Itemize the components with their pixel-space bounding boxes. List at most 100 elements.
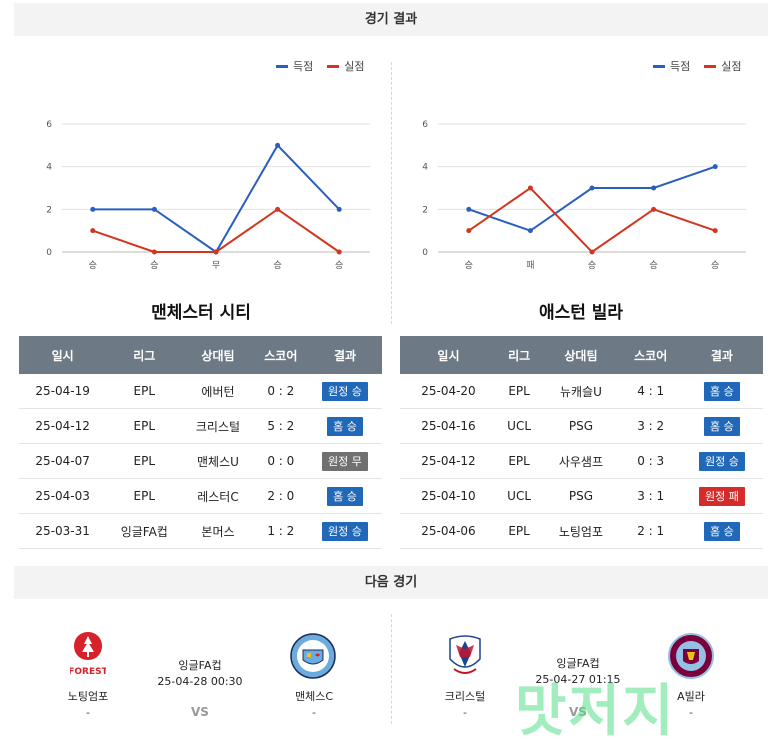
column-header: 결과: [307, 336, 382, 374]
data-point: [213, 249, 219, 255]
next-header-label: 다음 경기: [364, 575, 418, 590]
opponent-cell: 에버턴: [182, 374, 254, 409]
result-badge: 홈 승: [704, 416, 740, 436]
data-point: [466, 228, 472, 234]
next-match-2-info: 잉글FA컵 25-04-27 01:15: [518, 656, 638, 688]
score-cell: 0 : 0: [253, 443, 308, 479]
opponent-cell: 레스터C: [182, 478, 254, 514]
legend-item-score: 득점: [653, 58, 690, 74]
data-point: [589, 185, 595, 191]
league-cell: UCL: [496, 408, 542, 444]
opponent-cell: 크리스털: [182, 408, 254, 444]
next-match-2-vs: VS: [569, 705, 587, 719]
x-tick-label: 패: [526, 260, 534, 271]
opponent-cell: 본머스: [182, 513, 254, 549]
x-tick-label: 무: [212, 260, 220, 271]
data-point: [466, 206, 472, 212]
opponent-cell: PSG: [541, 408, 621, 444]
legend-item-conceded: 실점: [327, 58, 365, 74]
y-tick-label: 0: [422, 248, 428, 258]
league-cell: EPL: [106, 443, 183, 479]
score-cell: 3 : 1: [620, 478, 681, 514]
y-tick-label: 6: [422, 120, 428, 130]
league-cell: UCL: [496, 478, 542, 514]
next-match-2-away[interactable]: A빌라: [677, 690, 705, 703]
opponent-cell: 노팅엄포: [541, 513, 621, 549]
next-match-2-datetime: 25-04-27 01:15: [535, 673, 621, 686]
result-cell: 원정 승: [307, 513, 382, 549]
x-tick-label: 승: [150, 260, 158, 271]
result-badge: 홈 승: [327, 416, 363, 436]
x-tick-label: 승: [649, 260, 657, 271]
table-row: 25-04-16 UCL PSG 3 : 2 홈 승: [400, 408, 763, 444]
table-row: 25-04-20 EPL 뉴캐슬U 4 : 1 홈 승: [400, 374, 763, 409]
result-cell: 원정 무: [307, 443, 382, 479]
data-point: [651, 185, 657, 191]
y-tick-label: 4: [422, 163, 428, 173]
date-cell: 25-04-10: [400, 478, 497, 514]
results-section-header: 경기 결과: [14, 3, 768, 36]
next-match-1-away[interactable]: 맨체스C: [294, 690, 334, 703]
opponent-cell: 맨체스U: [182, 443, 254, 479]
team-title-right: 애스턴 빌라: [538, 303, 624, 323]
table-row: 25-04-07 EPL 맨체스U 0 : 0 원정 무: [19, 443, 382, 479]
table-header-row: 일시 리그 상대팀 스코어 결과: [19, 336, 382, 374]
x-tick-label: 승: [588, 260, 596, 271]
date-cell: 25-03-31: [19, 513, 107, 549]
next-match-1-info: 잉글FA컵 25-04-28 00:30: [140, 658, 260, 690]
result-cell: 홈 승: [680, 374, 763, 409]
aston-villa-crest-icon: [668, 633, 714, 679]
column-header: 일시: [19, 336, 107, 374]
table-row: 25-04-03 EPL 레스터C 2 : 0 홈 승: [19, 478, 382, 514]
data-point: [651, 206, 657, 212]
result-badge: 홈 승: [704, 521, 740, 541]
date-cell: 25-04-07: [19, 443, 107, 479]
data-point: [90, 206, 96, 212]
date-cell: 25-04-16: [400, 408, 497, 444]
next-match-2-home-score: -: [463, 706, 467, 719]
date-cell: 25-04-12: [19, 408, 107, 444]
line-chart-left: 0 2 4 6 승 승 무 승 승: [46, 120, 370, 271]
chart-divider: [391, 62, 392, 324]
series-line: [468, 165, 716, 232]
date-cell: 25-04-06: [400, 513, 497, 549]
next-match-2-league: 잉글FA컵: [556, 657, 600, 670]
next-match-1-home[interactable]: 노팅엄포: [67, 690, 109, 703]
result-badge: 원정 승: [698, 451, 745, 471]
result-cell: 홈 승: [307, 478, 382, 514]
opponent-cell: PSG: [541, 478, 621, 514]
y-tick-label: 6: [46, 120, 52, 130]
next-match-1-vs: VS: [191, 705, 209, 719]
data-point: [336, 249, 342, 255]
data-point: [336, 206, 342, 212]
result-cell: 홈 승: [680, 513, 763, 549]
data-point: [151, 206, 157, 212]
series-line: [92, 143, 340, 254]
result-cell: 원정 승: [680, 443, 763, 479]
next-match-2-home[interactable]: 크리스털: [444, 690, 486, 703]
date-cell: 25-04-03: [19, 478, 107, 514]
x-tick-label: 승: [465, 260, 473, 271]
date-cell: 25-04-12: [400, 443, 497, 479]
legend-item-score: 득점: [276, 58, 313, 74]
league-cell: EPL: [106, 408, 183, 444]
data-point: [151, 249, 157, 255]
y-tick-label: 4: [46, 163, 52, 173]
next-divider: [391, 614, 392, 724]
site-watermark-logo: 맛저지: [515, 679, 676, 744]
column-header: 일시: [400, 336, 497, 374]
next-match-1-datetime: 25-04-28 00:30: [157, 675, 243, 688]
manchester-city-crest-icon: [290, 633, 336, 679]
nottingham-forest-crest-icon: FOREST: [70, 632, 106, 677]
result-badge: 홈 승: [704, 381, 740, 401]
score-cell: 4 : 1: [620, 374, 681, 409]
table-row: 25-04-19 EPL 에버턴 0 : 2 원정 승: [19, 374, 382, 409]
column-header: 리그: [496, 336, 542, 374]
date-cell: 25-04-19: [19, 374, 107, 409]
data-point: [527, 185, 533, 191]
result-badge: 원정 무: [322, 451, 368, 471]
x-tick-label: 승: [89, 260, 97, 271]
data-point: [527, 228, 533, 234]
column-header: 스코어: [620, 336, 681, 374]
